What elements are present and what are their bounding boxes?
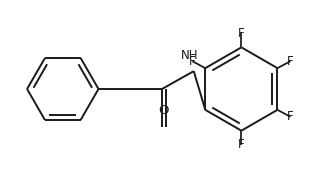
- Text: F: F: [287, 55, 294, 68]
- Text: O: O: [159, 104, 169, 117]
- Text: NH: NH: [181, 49, 199, 62]
- Text: F: F: [287, 110, 294, 123]
- Text: F: F: [238, 27, 245, 40]
- Text: F: F: [238, 138, 245, 151]
- Text: F: F: [189, 55, 196, 68]
